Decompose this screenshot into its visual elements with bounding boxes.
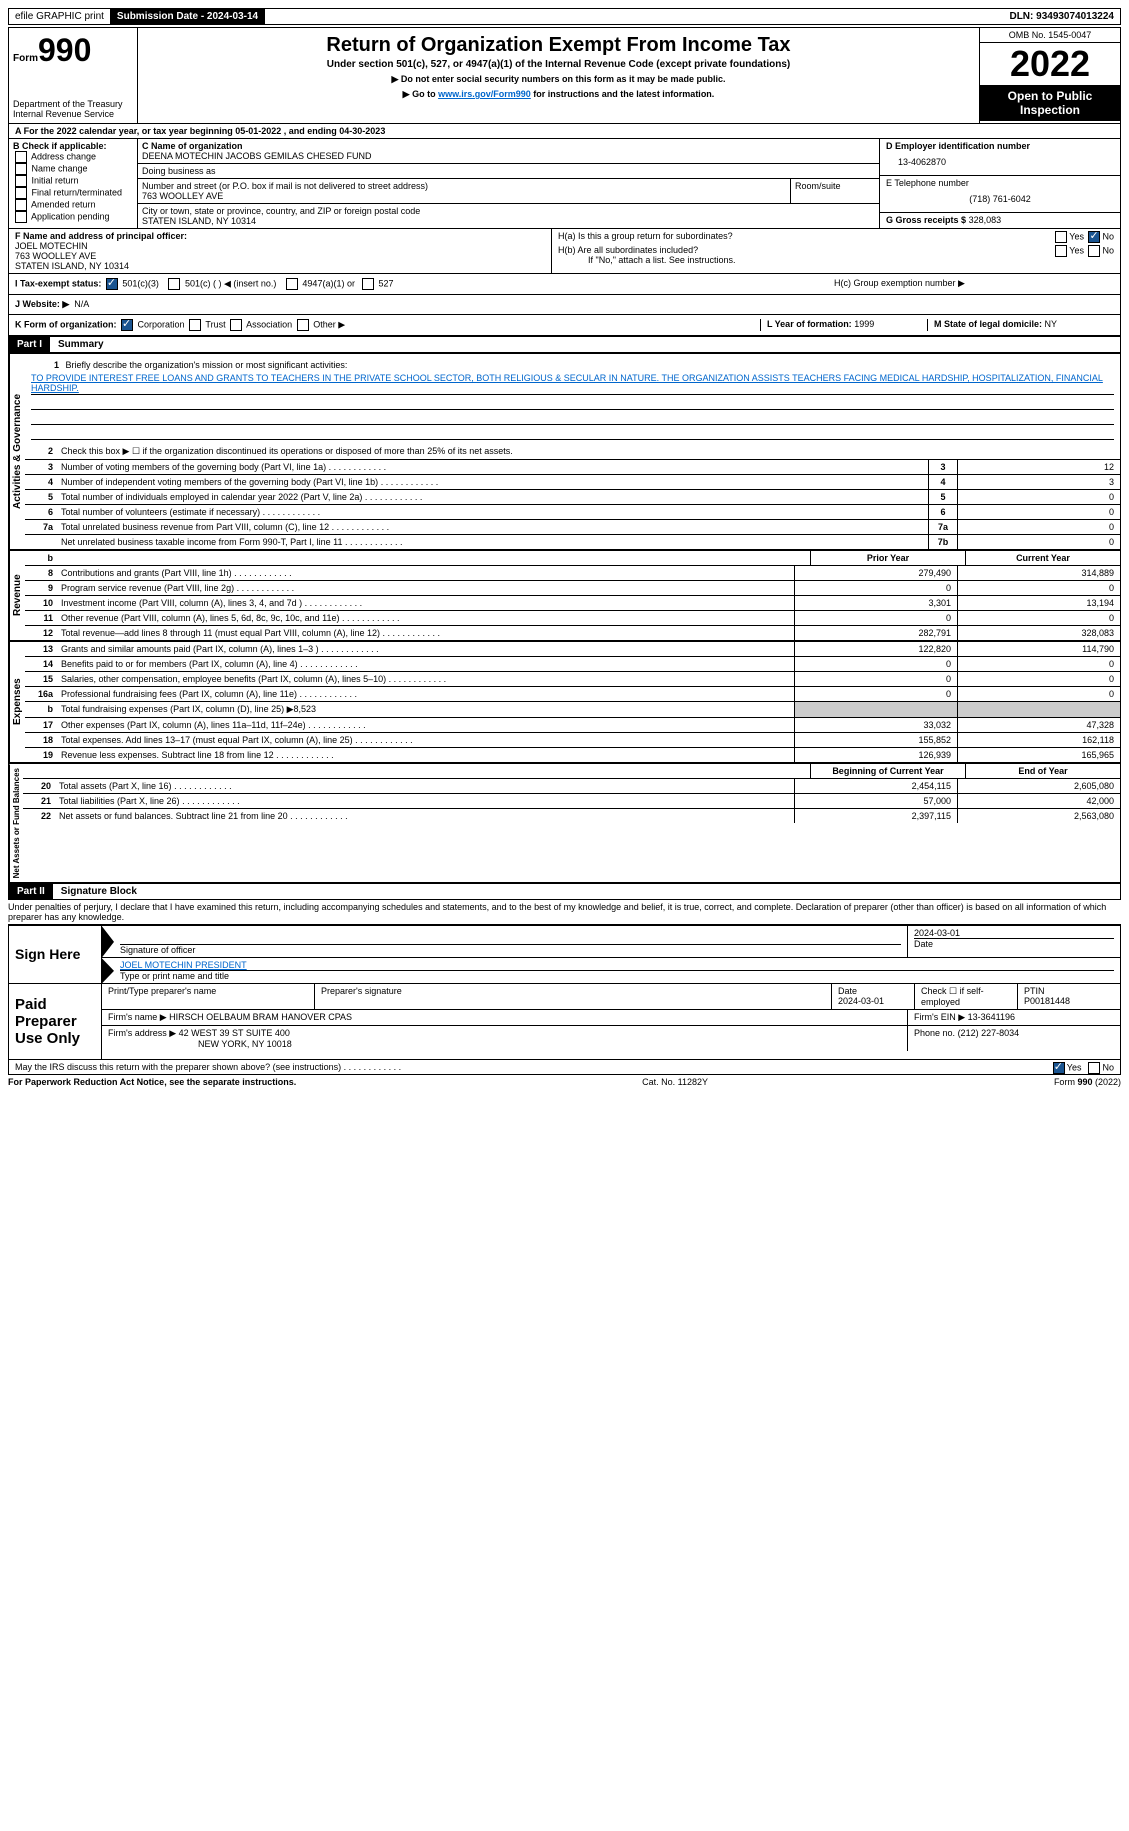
dept-label: Department of the Treasury Internal Reve… <box>13 99 133 119</box>
summary-line: 9Program service revenue (Part VIII, lin… <box>25 581 1120 596</box>
check-applicable: B Check if applicable: Address change Na… <box>9 139 138 228</box>
form-title: Return of Organization Exempt From Incom… <box>146 34 971 57</box>
summary-line: 13Grants and similar amounts paid (Part … <box>25 642 1120 657</box>
summary-line: 21Total liabilities (Part X, line 26)57,… <box>23 794 1120 809</box>
efile-label: efile GRAPHIC print <box>9 9 111 24</box>
summary-line: 16aProfessional fundraising fees (Part I… <box>25 687 1120 702</box>
irs-link[interactable]: www.irs.gov/Form990 <box>438 89 531 99</box>
summary-line: 3Number of voting members of the governi… <box>25 460 1120 475</box>
ein-cell: D Employer identification number 13-4062… <box>880 139 1120 176</box>
check-item: Final return/terminated <box>13 187 133 199</box>
summary-line: 11Other revenue (Part VIII, column (A), … <box>25 611 1120 626</box>
hb-note: If "No," attach a list. See instructions… <box>558 255 1114 265</box>
dba-cell: Doing business as <box>138 164 879 179</box>
website-row: J Website: ▶ N/A <box>8 295 1121 315</box>
form-org-row: K Form of organization: Corporation Trus… <box>8 315 1121 336</box>
summary-line: 7aTotal unrelated business revenue from … <box>25 520 1120 535</box>
summary-line: 19Revenue less expenses. Subtract line 1… <box>25 748 1120 762</box>
form-990-label: Form990 <box>13 32 133 69</box>
summary-line: 12Total revenue—add lines 8 through 11 (… <box>25 626 1120 640</box>
summary-line: 10Investment income (Part VIII, column (… <box>25 596 1120 611</box>
part2-header: Part II Signature Block <box>8 883 1121 900</box>
governance-block: Activities & Governance 1 Briefly descri… <box>8 353 1121 550</box>
summary-line: 14Benefits paid to or for members (Part … <box>25 657 1120 672</box>
check-item: Address change <box>13 151 133 163</box>
open-inspection: Open to Public Inspection <box>980 85 1120 121</box>
header-bar: efile GRAPHIC print Submission Date - 20… <box>8 8 1121 25</box>
omb-number: OMB No. 1545-0047 <box>980 28 1120 43</box>
discuss-row: May the IRS discuss this return with the… <box>8 1060 1121 1075</box>
revenue-block: Revenue b Prior Year Current Year 8Contr… <box>8 550 1121 641</box>
expenses-block: Expenses 13Grants and similar amounts pa… <box>8 641 1121 763</box>
summary-line: Net unrelated business taxable income fr… <box>25 535 1120 549</box>
check-item: Amended return <box>13 199 133 211</box>
net-label: Net Assets or Fund Balances <box>9 764 23 882</box>
street-cell: Number and street (or P.O. box if mail i… <box>138 179 790 203</box>
summary-line: 5Total number of individuals employed in… <box>25 490 1120 505</box>
tax-status-row: I Tax-exempt status: 501(c)(3) 501(c) ( … <box>8 274 1121 295</box>
form-header: Form990 Department of the Treasury Inter… <box>8 27 1121 124</box>
summary-line: 8Contributions and grants (Part VIII, li… <box>25 566 1120 581</box>
sign-here-section: Sign Here Signature of officer 2024-03-0… <box>8 925 1121 984</box>
summary-line: 17Other expenses (Part IX, column (A), l… <box>25 718 1120 733</box>
tax-year: 2022 <box>980 43 1120 85</box>
summary-line: bTotal fundraising expenses (Part IX, co… <box>25 702 1120 718</box>
paid-preparer-section: Paid Preparer Use Only Print/Type prepar… <box>8 984 1121 1060</box>
summary-line: 15Salaries, other compensation, employee… <box>25 672 1120 687</box>
penalties-text: Under penalties of perjury, I declare th… <box>8 900 1121 925</box>
summary-line: 22Net assets or fund balances. Subtract … <box>23 809 1120 823</box>
footer: For Paperwork Reduction Act Notice, see … <box>8 1075 1121 1089</box>
goto-note: ▶ Go to www.irs.gov/Form990 for instruct… <box>146 89 971 100</box>
check-item: Application pending <box>13 211 133 223</box>
dln: DLN: 93493074013224 <box>1003 9 1120 24</box>
entity-section: B Check if applicable: Address change Na… <box>8 139 1121 229</box>
summary-line: 20Total assets (Part X, line 16)2,454,11… <box>23 779 1120 794</box>
exp-label: Expenses <box>9 642 25 762</box>
gross-cell: G Gross receipts $ 328,083 <box>880 213 1120 227</box>
gov-label: Activities & Governance <box>9 354 25 549</box>
summary-line: 18Total expenses. Add lines 13–17 (must … <box>25 733 1120 748</box>
hb-row: H(b) Are all subordinates included? Yes … <box>558 245 1114 255</box>
check-item: Name change <box>13 163 133 175</box>
summary-line: 6Total number of volunteers (estimate if… <box>25 505 1120 520</box>
form-subtitle: Under section 501(c), 527, or 4947(a)(1)… <box>146 59 971 70</box>
ssn-note: ▶ Do not enter social security numbers o… <box>146 74 971 85</box>
part1-header: Part I Summary <box>8 336 1121 353</box>
ha-row: H(a) Is this a group return for subordin… <box>558 231 1114 241</box>
net-assets-block: Net Assets or Fund Balances Beginning of… <box>8 763 1121 883</box>
phone-cell: E Telephone number (718) 761-6042 <box>880 176 1120 213</box>
submission-date: Submission Date - 2024-03-14 <box>111 9 265 24</box>
hc-row: H(c) Group exemption number ▶ <box>834 278 1114 290</box>
period-row: A For the 2022 calendar year, or tax yea… <box>8 124 1121 139</box>
org-name-cell: C Name of organization DEENA MOTECHIN JA… <box>138 139 879 164</box>
form-ref: Form 990 (2022) <box>1054 1077 1121 1087</box>
city-cell: City or town, state or province, country… <box>138 204 879 228</box>
room-cell: Room/suite <box>790 179 879 203</box>
officer-section: F Name and address of principal officer:… <box>8 229 1121 274</box>
rev-label: Revenue <box>9 551 25 640</box>
summary-line: 4Number of independent voting members of… <box>25 475 1120 490</box>
check-item: Initial return <box>13 175 133 187</box>
